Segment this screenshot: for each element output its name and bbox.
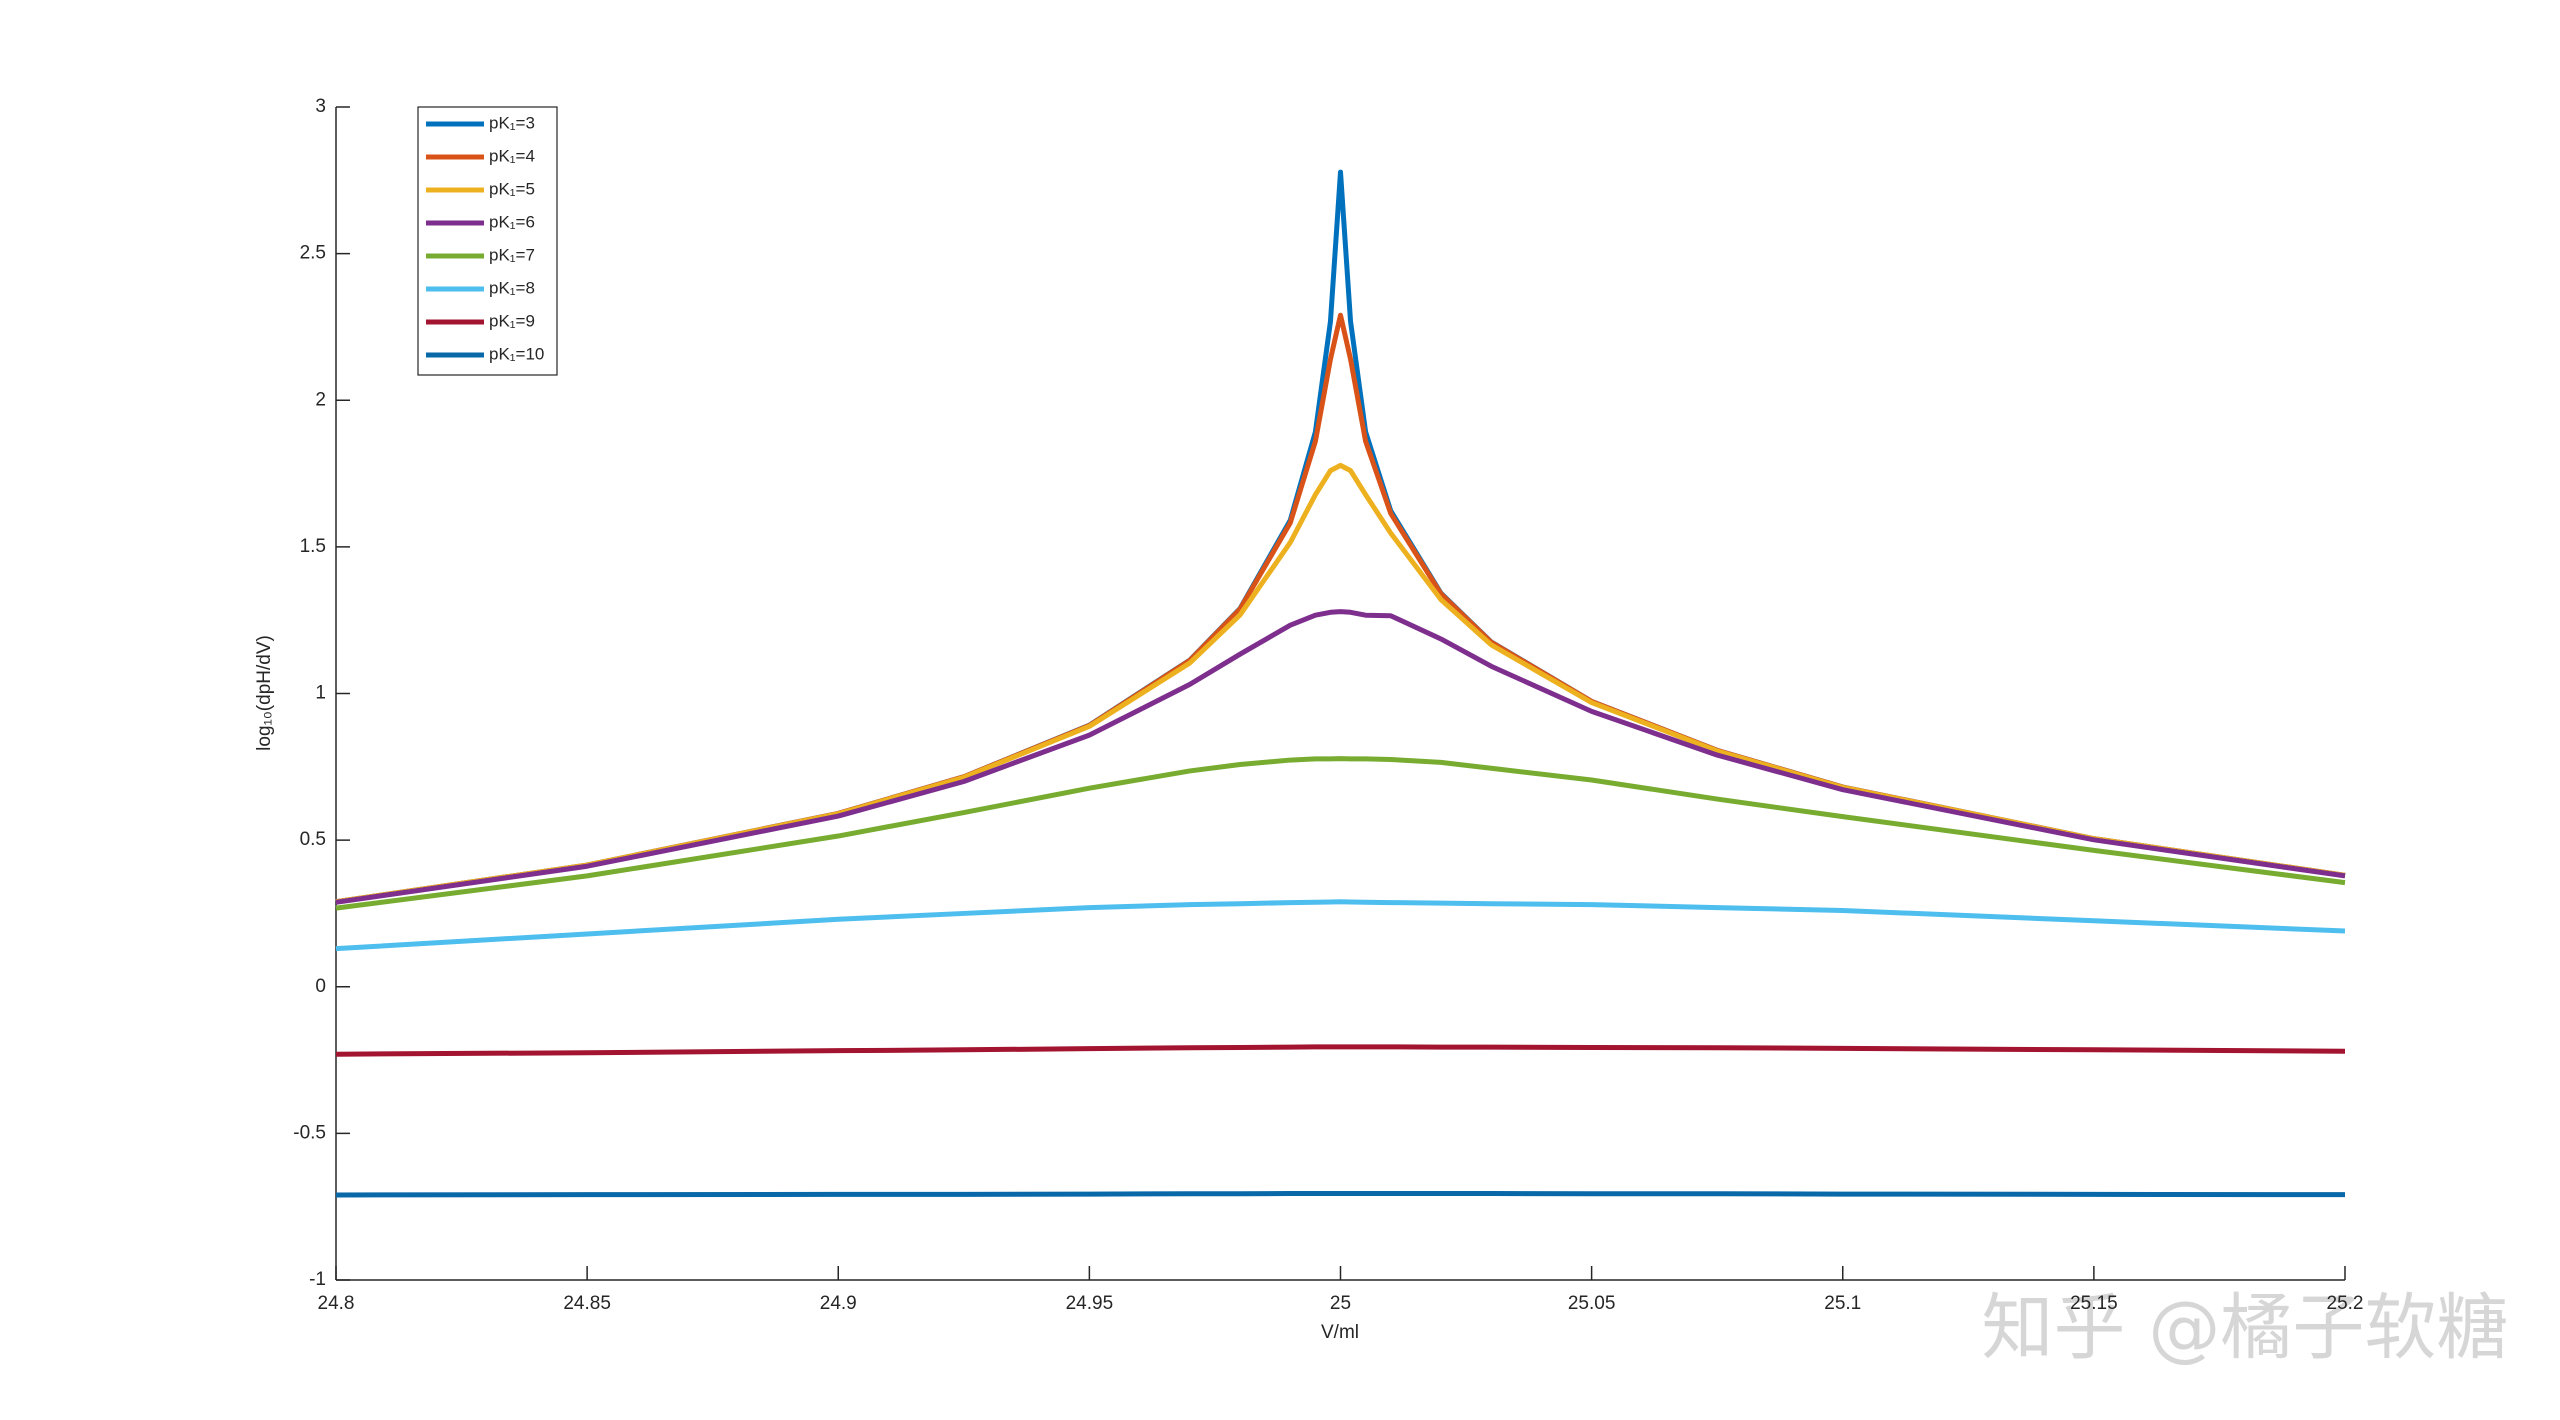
- data-line: [335, 1044, 2346, 1057]
- legend-label: pK₁=10: [489, 344, 544, 363]
- y-tick-label: 2: [315, 389, 326, 410]
- data-line: [335, 1190, 2346, 1198]
- y-tick-label: 3: [315, 96, 326, 117]
- x-tick-label: 25.1: [1824, 1293, 1861, 1314]
- data-line: [335, 312, 2346, 905]
- x-tick-label: 24.85: [563, 1293, 611, 1314]
- legend-box: [417, 106, 558, 376]
- legend-label: pK₁=4: [489, 146, 535, 165]
- x-axis-label: V/ml: [1321, 1322, 1359, 1343]
- y-tick-label: 0: [315, 976, 326, 997]
- y-tick-label: -0.5: [293, 1122, 326, 1143]
- data-line: [335, 462, 2346, 905]
- y-tick-label: -1: [309, 1269, 326, 1290]
- legend-label: pK₁=7: [489, 245, 535, 264]
- x-tick-label: 25: [1330, 1293, 1351, 1314]
- data-line: [335, 899, 2346, 952]
- data-line: [335, 609, 2346, 905]
- y-tick-label: 1: [315, 683, 326, 704]
- x-tick-label: 25.15: [2070, 1293, 2118, 1314]
- y-axis-label: log₁₀(dpH/dV): [254, 635, 275, 751]
- legend-label: pK₁=5: [489, 179, 535, 198]
- x-tick-label: 25.05: [1568, 1293, 1616, 1314]
- legend-label: pK₁=9: [489, 311, 535, 330]
- y-tick-label: 2.5: [300, 243, 326, 264]
- plot-area: [335, 169, 2346, 1198]
- legend-label: pK₁=3: [489, 113, 535, 132]
- legend-label: pK₁=8: [489, 278, 535, 297]
- x-tick-label: 24.9: [820, 1293, 857, 1314]
- y-tick-label: 1.5: [300, 536, 326, 557]
- data-line: [335, 169, 2346, 905]
- data-line: [335, 756, 2346, 911]
- y-tick-label: 0.5: [300, 829, 326, 850]
- x-tick-label: 25.2: [2327, 1293, 2364, 1314]
- watermark: 知乎 @橘子软糖: [1982, 1286, 2509, 1370]
- x-tick-label: 24.8: [318, 1293, 355, 1314]
- x-tick-label: 24.95: [1066, 1293, 1114, 1314]
- legend-label: pK₁=6: [489, 212, 535, 231]
